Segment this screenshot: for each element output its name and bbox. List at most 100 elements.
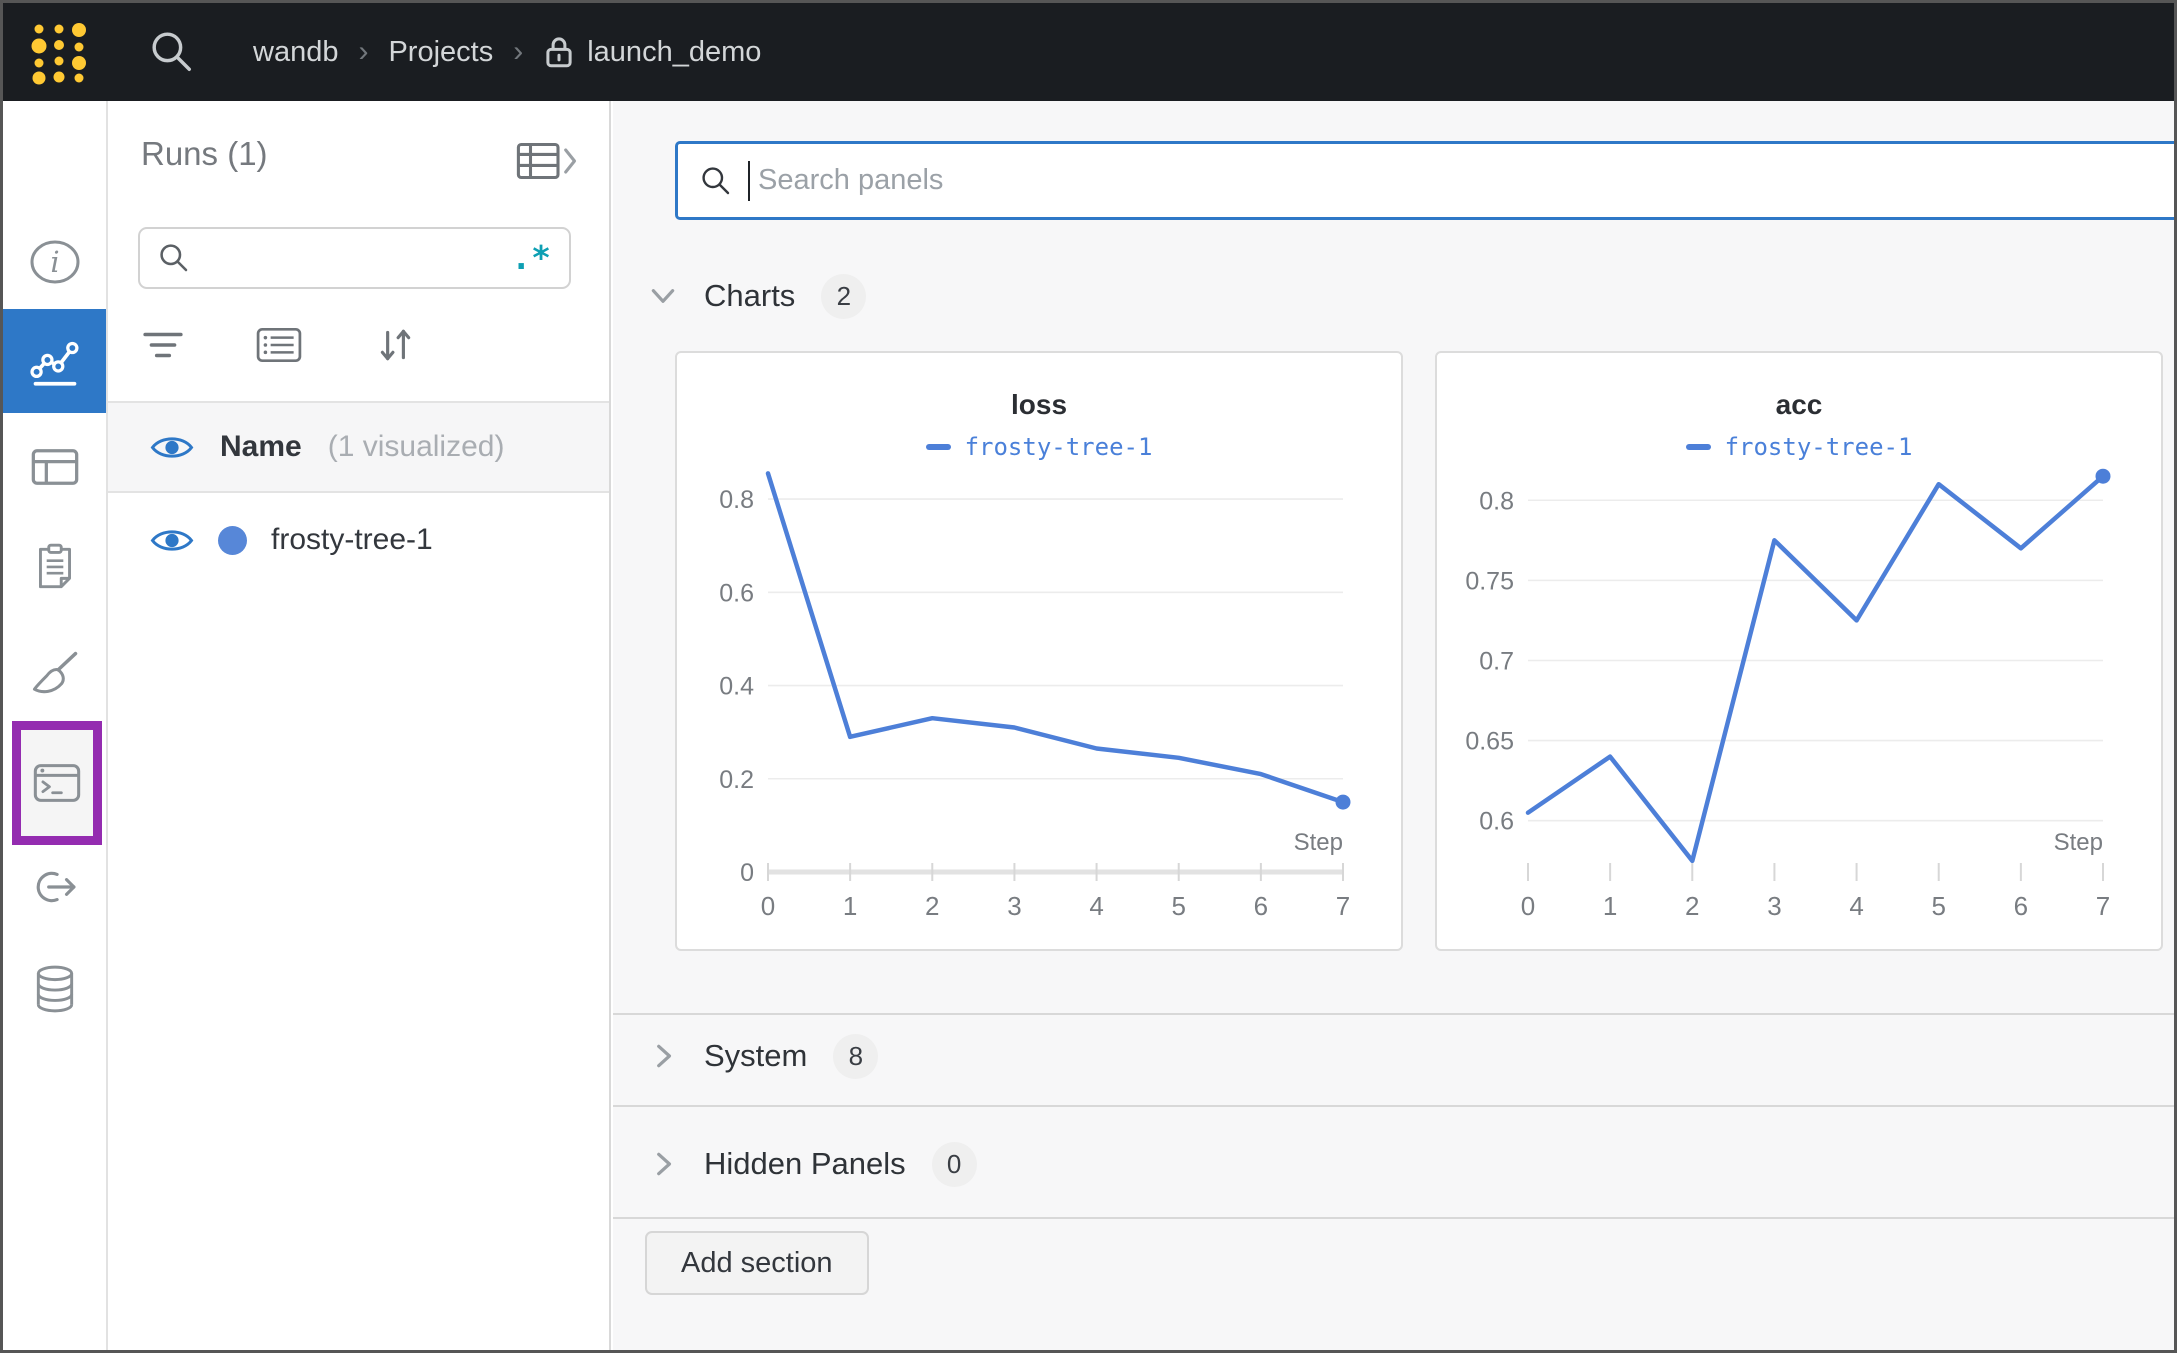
section-count-badge: 2 xyxy=(821,273,867,319)
section-header-charts[interactable]: Charts 2 xyxy=(648,273,867,319)
sort-button[interactable] xyxy=(374,325,416,365)
breadcrumb-projects[interactable]: Projects xyxy=(388,35,494,68)
database-icon xyxy=(36,965,73,1013)
section-count-badge: 0 xyxy=(931,1141,977,1187)
runs-visualized-note: (1 visualized) xyxy=(327,430,505,463)
section-header-system[interactable]: System 8 xyxy=(648,1033,879,1079)
svg-text:1: 1 xyxy=(1603,891,1617,921)
workspace: Charts 2 loss frosty-tree-1 00.20.40.60.… xyxy=(613,101,2174,1350)
add-section-button[interactable]: Add section xyxy=(645,1231,869,1295)
sidebar-item-jobs[interactable] xyxy=(12,721,102,845)
run-name[interactable]: frosty-tree-1 xyxy=(271,523,433,556)
section-count-badge: 8 xyxy=(833,1033,879,1079)
section-label: Hidden Panels xyxy=(704,1146,906,1181)
charts-grid: loss frosty-tree-1 0 0.2 0.4 0.6 0.8 0 1 2 3 4 5 6 7… xyxy=(675,351,2163,951)
section-label: Charts xyxy=(704,278,796,313)
sidebar-item-table[interactable] xyxy=(3,431,106,503)
text-cursor xyxy=(748,160,750,201)
svg-text:5: 5 xyxy=(1171,891,1185,921)
svg-text:0.4: 0.4 xyxy=(719,673,754,701)
sidebar-item-sweeps[interactable] xyxy=(3,633,106,713)
chart-title: acc xyxy=(1775,389,1823,420)
svg-text:3: 3 xyxy=(1007,891,1021,921)
wandb-logo-icon[interactable] xyxy=(29,19,89,85)
toggle-all-visibility-button[interactable] xyxy=(150,432,194,463)
chevron-right-icon xyxy=(657,1152,672,1176)
svg-text:4: 4 xyxy=(1089,891,1103,921)
sort-icon xyxy=(380,329,411,361)
chevron-right-icon xyxy=(657,1044,672,1068)
svg-text:0: 0 xyxy=(740,859,754,887)
runs-list-header: Name (1 visualized) xyxy=(108,401,609,493)
info-icon: i xyxy=(30,240,79,284)
runs-panel-title: Runs (1) xyxy=(141,135,268,172)
acc-line-plot: 0.6 0.65 0.7 0.75 0.8 0 1 2 3 4 5 6 7 Step xyxy=(1465,468,2111,921)
svg-text:Step: Step xyxy=(1294,829,1343,856)
svg-text:0.8: 0.8 xyxy=(719,486,754,514)
svg-text:0: 0 xyxy=(1521,891,1535,921)
panel-search-box xyxy=(675,141,2174,220)
search-icon[interactable] xyxy=(149,29,195,75)
svg-text:0.65: 0.65 xyxy=(1465,728,1514,756)
topbar: wandb › Projects › launch_demo xyxy=(3,3,2174,101)
eye-icon xyxy=(150,529,194,551)
project-sidebar: i xyxy=(3,101,108,1350)
panel-acc-chart[interactable]: acc frosty-tree-1 0.6 0.65 0.7 0.75 0.8 0 1 2 3 4… xyxy=(1435,351,2163,951)
terminal-icon xyxy=(33,764,81,802)
svg-text:3: 3 xyxy=(1767,891,1781,921)
sidebar-item-automations[interactable] xyxy=(3,855,106,919)
sidebar-item-logs[interactable] xyxy=(3,529,106,607)
svg-text:2: 2 xyxy=(925,891,939,921)
run-row[interactable]: frosty-tree-1 xyxy=(108,495,609,585)
runs-column-name: Name xyxy=(220,430,302,463)
toggle-run-visibility-button[interactable] xyxy=(150,525,194,556)
svg-text:0.2: 0.2 xyxy=(719,766,754,794)
chevron-down-icon xyxy=(651,289,675,303)
panel-search-input[interactable] xyxy=(756,163,2154,198)
legend-run-name: frosty-tree-1 xyxy=(964,433,1153,461)
legend-run-name: frosty-tree-1 xyxy=(1724,433,1913,461)
svg-text:6: 6 xyxy=(2014,891,2028,921)
filter-icon xyxy=(143,332,183,358)
section-label: System xyxy=(704,1038,808,1073)
expand-runs-table-button[interactable] xyxy=(515,139,579,188)
svg-text:0: 0 xyxy=(761,891,775,921)
filter-button[interactable] xyxy=(142,326,184,364)
section-divider xyxy=(613,1105,2174,1107)
breadcrumb-project-name[interactable]: launch_demo xyxy=(587,35,762,68)
run-search-box: .* xyxy=(138,227,571,289)
svg-text:1: 1 xyxy=(843,891,857,921)
runs-panel: Runs (1) .* xyxy=(108,101,611,1350)
section-header-hidden-panels[interactable]: Hidden Panels 0 xyxy=(648,1141,977,1187)
breadcrumb-separator-icon: › xyxy=(513,35,524,68)
runs-table-expand-icon xyxy=(516,142,577,180)
list-icon xyxy=(256,327,302,363)
section-divider xyxy=(613,1217,2174,1219)
svg-text:i: i xyxy=(50,245,59,279)
chart-legend: frosty-tree-1 xyxy=(677,433,1401,461)
svg-text:2: 2 xyxy=(1685,891,1699,921)
svg-text:Step: Step xyxy=(2054,829,2103,856)
runs-toolbar xyxy=(142,325,416,365)
svg-text:0.6: 0.6 xyxy=(719,579,754,607)
broom-icon xyxy=(32,651,77,694)
link-out-icon xyxy=(36,871,75,903)
legend-swatch xyxy=(1685,444,1711,450)
svg-text:0.6: 0.6 xyxy=(1479,808,1514,836)
run-color-dot xyxy=(218,525,247,555)
sidebar-item-overview[interactable]: i xyxy=(3,227,106,297)
panel-loss-chart[interactable]: loss frosty-tree-1 0 0.2 0.4 0.6 0.8 0 1 2 3 4 5 6 7… xyxy=(675,351,1403,951)
search-icon xyxy=(160,244,188,272)
group-button[interactable] xyxy=(256,326,302,364)
sidebar-item-charts[interactable] xyxy=(3,309,106,413)
lock-icon xyxy=(546,37,572,68)
sidebar-item-artifacts[interactable] xyxy=(3,949,106,1029)
clipboard-icon xyxy=(38,543,71,589)
run-search-input[interactable] xyxy=(204,241,512,275)
eye-icon xyxy=(150,436,194,458)
section-divider xyxy=(613,1013,2174,1015)
svg-text:6: 6 xyxy=(1254,891,1268,921)
body-row: i xyxy=(3,101,2174,1350)
breadcrumb-entity[interactable]: wandb xyxy=(253,35,339,68)
